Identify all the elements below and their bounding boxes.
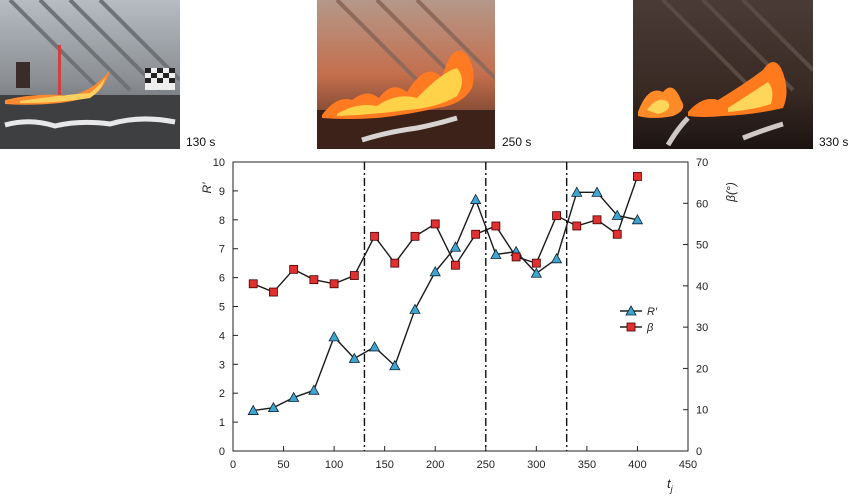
r-point bbox=[267, 401, 280, 413]
photo-caption-330s: 330 s bbox=[819, 135, 849, 149]
photo-caption-250s: 250 s bbox=[502, 135, 532, 149]
plot-frame bbox=[232, 161, 689, 452]
fire-photo-250s bbox=[317, 0, 495, 149]
fire-photo-130s bbox=[0, 0, 180, 149]
x-tick-label: 400 bbox=[628, 459, 646, 471]
y-right-tick-label: 20 bbox=[696, 363, 708, 375]
x-axis-label: tj bbox=[667, 476, 674, 494]
y-left-tick-label: 8 bbox=[219, 215, 225, 227]
beta-point bbox=[269, 287, 278, 297]
beta-point bbox=[491, 221, 501, 231]
beta-point bbox=[592, 215, 602, 225]
r-point bbox=[469, 193, 482, 204]
beta-point bbox=[390, 258, 400, 268]
beta-point bbox=[612, 229, 622, 239]
fire-photo-250s-image bbox=[317, 0, 495, 149]
series-lines bbox=[252, 176, 639, 412]
legend-beta-square-icon bbox=[626, 322, 636, 332]
beta-point bbox=[511, 252, 521, 262]
y-right-tick-label: 40 bbox=[696, 281, 708, 293]
fire-photo-330s-image bbox=[633, 0, 813, 149]
y-right-tick-label: 10 bbox=[696, 405, 708, 417]
y-left-tick-label: 10 bbox=[213, 157, 225, 169]
beta-point bbox=[430, 219, 440, 229]
x-axis-label-subscript: j bbox=[670, 484, 674, 494]
legend: R′ β bbox=[620, 305, 658, 334]
r-point bbox=[591, 186, 603, 197]
r-point bbox=[287, 391, 300, 402]
y-right-tick-label: 60 bbox=[696, 198, 708, 210]
x-tick-label: 0 bbox=[230, 459, 236, 471]
x-tick-label: 50 bbox=[277, 459, 289, 471]
x-tick-label: 150 bbox=[375, 459, 393, 471]
r-point bbox=[631, 213, 644, 225]
y-left-tick-label: 4 bbox=[219, 330, 225, 342]
beta-point bbox=[329, 279, 339, 289]
beta-point bbox=[572, 221, 582, 231]
x-tick-label: 250 bbox=[477, 459, 495, 471]
r-point bbox=[611, 209, 623, 220]
beta-point bbox=[531, 258, 541, 268]
y-left-tick-label: 0 bbox=[219, 446, 225, 458]
x-tick-label: 100 bbox=[325, 459, 343, 471]
beta-point bbox=[552, 211, 561, 221]
r-point bbox=[348, 352, 361, 363]
r-point bbox=[550, 252, 563, 264]
x-tick-label: 450 bbox=[679, 459, 697, 471]
tick-marks bbox=[232, 161, 689, 452]
y-left-tick-label: 7 bbox=[219, 244, 225, 256]
r-point bbox=[328, 331, 340, 342]
r-point bbox=[510, 245, 522, 256]
y-left-tick-label: 3 bbox=[219, 359, 225, 371]
series-markers bbox=[247, 172, 644, 415]
r-point bbox=[409, 303, 421, 314]
series-line-beta bbox=[252, 176, 639, 293]
fire-photo-130s-image bbox=[0, 0, 180, 149]
x-axis-label-main: t bbox=[667, 476, 672, 491]
r-point bbox=[247, 404, 259, 415]
series-line-r bbox=[253, 191, 638, 412]
beta-point bbox=[451, 260, 460, 270]
y-axis-left-label: R′ bbox=[200, 182, 214, 194]
beta-point bbox=[370, 231, 379, 241]
beta-point bbox=[410, 231, 420, 241]
y-right-tick-label: 70 bbox=[696, 157, 708, 169]
y-left-tick-label: 5 bbox=[219, 302, 225, 314]
time-markers bbox=[363, 162, 568, 451]
legend-r-label: R′ bbox=[647, 306, 658, 318]
beta-point bbox=[309, 275, 319, 285]
y-right-tick-label: 50 bbox=[696, 240, 708, 252]
beta-point bbox=[289, 264, 299, 274]
photo-caption-130s: 130 s bbox=[186, 135, 216, 149]
beta-point bbox=[633, 172, 642, 181]
y-right-tick-label: 30 bbox=[696, 322, 708, 334]
tick-labels: 0 50 100 150 200 250 300 350 400 4500123456789100… bbox=[213, 157, 709, 471]
x-tick-label: 350 bbox=[578, 459, 596, 471]
legend-r-triangle-icon bbox=[625, 305, 637, 316]
r-point bbox=[490, 248, 502, 259]
beta-point bbox=[471, 229, 481, 239]
beta-point bbox=[248, 279, 258, 289]
x-tick-label: 200 bbox=[426, 459, 444, 471]
beta-point bbox=[349, 271, 359, 280]
y-left-tick-label: 6 bbox=[219, 273, 225, 285]
legend-beta-label: β bbox=[646, 322, 654, 334]
r-point bbox=[449, 241, 462, 252]
y-left-tick-label: 9 bbox=[219, 186, 225, 198]
r-point bbox=[571, 186, 583, 197]
r-point bbox=[308, 384, 320, 395]
fire-photo-330s bbox=[633, 0, 813, 149]
y-axis-right-label: β(°) bbox=[724, 182, 738, 203]
y-left-tick-label: 1 bbox=[219, 417, 225, 429]
r-point bbox=[389, 359, 401, 371]
y-right-tick-label: 0 bbox=[696, 446, 702, 458]
r-point bbox=[530, 267, 543, 278]
r-point bbox=[429, 265, 441, 277]
r-point bbox=[368, 341, 381, 352]
y-left-tick-label: 2 bbox=[219, 388, 225, 400]
x-tick-label: 300 bbox=[527, 459, 545, 471]
